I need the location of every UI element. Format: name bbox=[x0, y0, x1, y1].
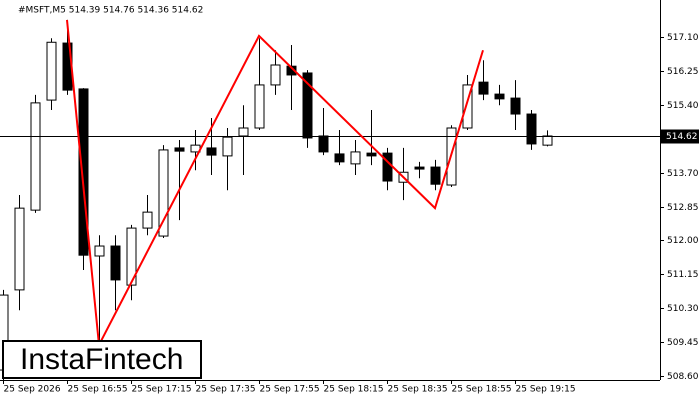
candle-body bbox=[510, 97, 521, 115]
candle-body bbox=[350, 151, 361, 165]
y-tick-label: 512.85 bbox=[667, 203, 699, 213]
y-tick-label: 512.00 bbox=[667, 236, 699, 246]
candle-body bbox=[142, 211, 153, 229]
x-tick-label: 25 Sep 18:55 bbox=[452, 385, 512, 395]
logo: InstaFintech bbox=[20, 343, 183, 376]
x-tick-label: 25 Sep 17:55 bbox=[260, 385, 320, 395]
y-tick-label: 515.40 bbox=[667, 101, 699, 111]
candle-body bbox=[526, 113, 537, 145]
current-price-label: 514.62 bbox=[666, 132, 698, 142]
candle-body bbox=[30, 102, 41, 211]
x-tick-label: 25 Sep 18:35 bbox=[388, 385, 448, 395]
candle-body bbox=[206, 147, 217, 156]
candle-body bbox=[254, 84, 265, 129]
candle-body bbox=[430, 166, 441, 185]
candle-body bbox=[222, 136, 233, 157]
candle-body bbox=[414, 166, 425, 170]
candle-body bbox=[94, 245, 105, 257]
candle-body bbox=[158, 149, 169, 237]
y-tick-label: 508.60 bbox=[667, 372, 699, 382]
x-tick-label: 25 Sep 17:15 bbox=[132, 385, 192, 395]
x-tick-label: 25 Sep 17:35 bbox=[196, 385, 256, 395]
chart-header: #MSFT,M5 514.39 514.76 514.36 514.62 bbox=[18, 6, 203, 16]
candle-body bbox=[110, 245, 121, 281]
candle-body bbox=[542, 135, 553, 146]
y-tick-label: 511.15 bbox=[667, 270, 699, 280]
candle-body bbox=[286, 65, 297, 76]
y-tick-label: 510.30 bbox=[667, 304, 699, 314]
candle-body bbox=[238, 127, 249, 137]
y-tick-label: 517.10 bbox=[667, 33, 699, 43]
candle-body bbox=[46, 41, 57, 101]
plot-area bbox=[0, 19, 660, 380]
candle-body bbox=[462, 84, 473, 129]
candle-body bbox=[270, 64, 281, 86]
x-tick-label: 25 Sep 16:55 bbox=[68, 385, 128, 395]
candle-body bbox=[318, 135, 329, 153]
candle-body bbox=[366, 152, 377, 157]
candle-body bbox=[334, 153, 345, 163]
y-tick-label: 516.25 bbox=[667, 67, 699, 77]
candle-body bbox=[174, 147, 185, 152]
current-price-box bbox=[661, 129, 699, 144]
candle-body bbox=[302, 72, 313, 139]
y-tick-label: 513.70 bbox=[667, 169, 699, 179]
y-tick-label: 509.45 bbox=[667, 338, 699, 348]
x-tick-label: 25 Sep 19:15 bbox=[516, 385, 576, 395]
candle-body bbox=[126, 227, 137, 286]
logo-box bbox=[2, 340, 202, 379]
x-tick-label: 25 Sep 2026 bbox=[4, 385, 61, 395]
candle-body bbox=[478, 81, 489, 95]
candle-body bbox=[78, 88, 89, 256]
candle-body bbox=[494, 93, 505, 100]
candle-body bbox=[14, 207, 25, 291]
x-tick-label: 25 Sep 18:15 bbox=[324, 385, 384, 395]
pattern-line bbox=[66, 19, 484, 349]
